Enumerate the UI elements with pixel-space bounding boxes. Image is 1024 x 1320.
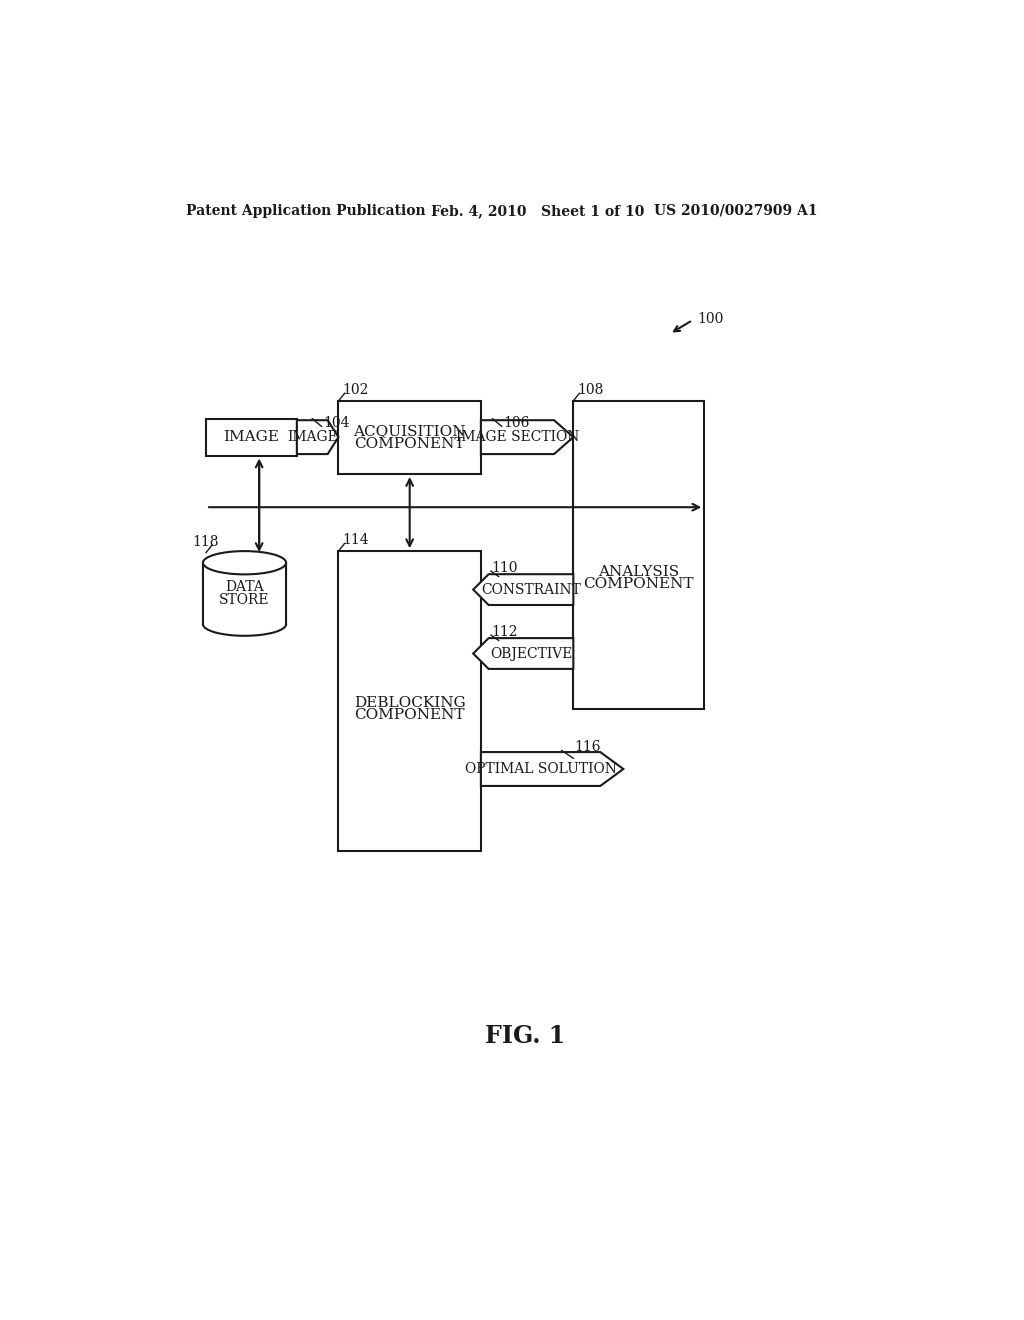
Text: 112: 112 [490,624,517,639]
Text: 118: 118 [193,535,219,549]
Ellipse shape [203,612,286,636]
Text: CONSTRAINT: CONSTRAINT [481,582,581,597]
Text: 106: 106 [503,416,529,430]
Text: OPTIMAL SOLUTION: OPTIMAL SOLUTION [465,762,616,776]
Text: Feb. 4, 2010   Sheet 1 of 10: Feb. 4, 2010 Sheet 1 of 10 [431,203,644,218]
Text: COMPONENT: COMPONENT [354,437,465,450]
Text: 100: 100 [697,312,724,326]
Text: ANALYSIS: ANALYSIS [598,565,679,579]
Text: IMAGE: IMAGE [223,430,280,444]
Text: Patent Application Publication: Patent Application Publication [186,203,426,218]
Text: 102: 102 [342,383,369,397]
Polygon shape [481,752,624,785]
Text: STORE: STORE [219,593,269,607]
Text: FIG. 1: FIG. 1 [484,1024,565,1048]
FancyBboxPatch shape [339,552,481,851]
Text: IMAGE SECTION: IMAGE SECTION [456,430,580,444]
Text: COMPONENT: COMPONENT [584,577,694,591]
Text: 114: 114 [342,533,369,548]
Polygon shape [473,638,573,669]
Text: 116: 116 [574,741,601,755]
Polygon shape [297,420,339,454]
Text: ACQUISITION: ACQUISITION [353,424,466,438]
FancyBboxPatch shape [573,401,705,709]
Text: COMPONENT: COMPONENT [354,708,465,722]
FancyBboxPatch shape [203,612,286,624]
Polygon shape [481,420,573,454]
Text: 110: 110 [490,561,517,576]
Text: 108: 108 [578,383,603,397]
FancyBboxPatch shape [206,418,297,455]
Text: DEBLOCKING: DEBLOCKING [354,696,466,710]
Ellipse shape [203,552,286,574]
Polygon shape [473,574,573,605]
Text: DATA: DATA [225,581,264,594]
FancyBboxPatch shape [339,401,481,474]
Text: 104: 104 [323,416,349,430]
Text: OBJECTIVE: OBJECTIVE [489,647,572,660]
FancyBboxPatch shape [203,562,286,624]
Text: IMAGE: IMAGE [287,430,338,444]
Text: US 2010/0027909 A1: US 2010/0027909 A1 [654,203,817,218]
